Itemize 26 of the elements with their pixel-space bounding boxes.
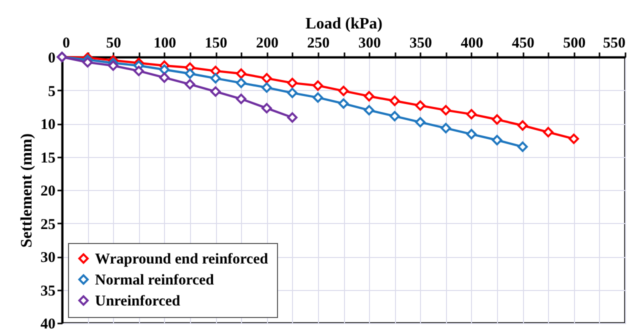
y-tick-label: 35 — [40, 283, 56, 300]
x-tick-label: 550 — [603, 36, 626, 52]
x-tick-label: 450 — [512, 36, 534, 52]
y-tick-label: 10 — [40, 117, 56, 133]
x-tick-label: 300 — [358, 36, 381, 52]
x-tick-label: 50 — [106, 36, 122, 52]
x-tick-label: 250 — [307, 36, 330, 52]
x-tick-label: 350 — [410, 36, 432, 52]
y-tick-label: 30 — [40, 250, 56, 266]
x-axis-title: Load (kPa) — [306, 16, 382, 32]
legend-label: Wrapround end reinforced — [95, 252, 269, 268]
x-tick-label: 200 — [256, 36, 278, 52]
x-tick-label: 400 — [460, 36, 484, 52]
y-tick-label: 5 — [48, 84, 56, 100]
x-tick-label: 500 — [563, 36, 586, 52]
y-axis-title: Settlement (mm) — [18, 133, 36, 248]
y-tick-label: 20 — [40, 184, 56, 200]
y-tick-label: 15 — [40, 150, 56, 166]
y-tick-label: 40 — [40, 316, 56, 331]
x-tick-label: 150 — [204, 36, 228, 52]
y-tick-label: 25 — [40, 216, 56, 233]
legend-label: Normal reinforced — [95, 272, 215, 288]
x-tick-label: 100 — [154, 36, 176, 52]
x-tick-label: 0 — [62, 36, 70, 52]
y-tick-label: 0 — [48, 50, 56, 66]
legend-label: Unreinforced — [95, 294, 181, 310]
